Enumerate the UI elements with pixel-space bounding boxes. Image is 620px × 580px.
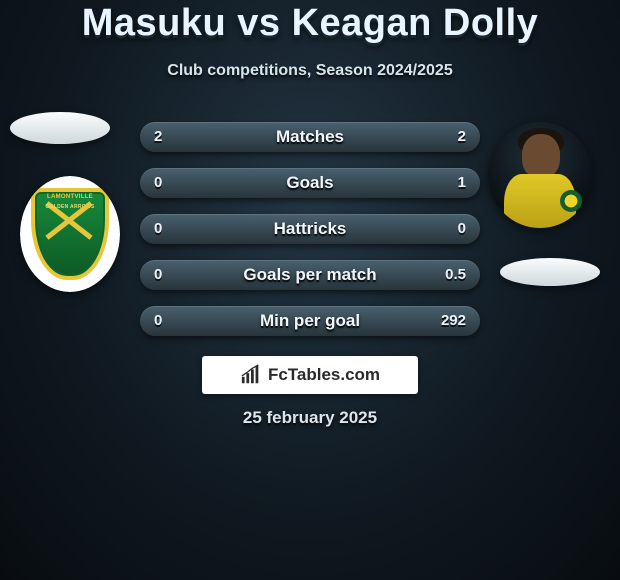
player-right-avatar	[488, 122, 592, 228]
player-left-club-badge: LAMONTVILLE GOLDEN ARROWS	[20, 176, 120, 292]
club-shield-text-mid: GOLDEN ARROWS	[35, 204, 105, 210]
table-row: 0 Goals per match 0.5	[140, 260, 480, 290]
stat-label: Matches	[140, 122, 480, 152]
club-shield: LAMONTVILLE GOLDEN ARROWS	[20, 176, 120, 292]
stat-right-value: 0.5	[445, 260, 466, 290]
stat-label: Hattricks	[140, 214, 480, 244]
table-row: 0 Goals 1	[140, 168, 480, 198]
stat-label: Min per goal	[140, 306, 480, 336]
player-right-club-placeholder	[500, 258, 600, 286]
page-title: Masuku vs Keagan Dolly	[0, 2, 620, 45]
bar-chart-icon	[240, 364, 262, 386]
club-shield-inner: LAMONTVILLE GOLDEN ARROWS	[31, 188, 109, 280]
club-shield-text-top: LAMONTVILLE	[35, 194, 105, 200]
stat-right-value: 1	[458, 168, 466, 198]
comparison-card: Masuku vs Keagan Dolly Club competitions…	[0, 0, 620, 580]
table-row: 0 Min per goal 292	[140, 306, 480, 336]
stat-right-value: 292	[441, 306, 466, 336]
stat-right-value: 0	[458, 214, 466, 244]
stat-right-value: 2	[458, 122, 466, 152]
source-logo: FcTables.com	[202, 356, 418, 394]
stat-label: Goals	[140, 168, 480, 198]
page-subtitle: Club competitions, Season 2024/2025	[0, 62, 620, 80]
stat-label: Goals per match	[140, 260, 480, 290]
stats-table: 2 Matches 2 0 Goals 1 0 Hattricks 0 0 Go…	[140, 122, 480, 352]
player-left-avatar-placeholder	[10, 112, 110, 144]
table-row: 2 Matches 2	[140, 122, 480, 152]
player-right-silhouette	[488, 122, 592, 228]
source-logo-text: FcTables.com	[268, 365, 380, 385]
snapshot-date: 25 february 2025	[0, 408, 620, 428]
player-right-club-badge-icon	[560, 190, 582, 212]
table-row: 0 Hattricks 0	[140, 214, 480, 244]
